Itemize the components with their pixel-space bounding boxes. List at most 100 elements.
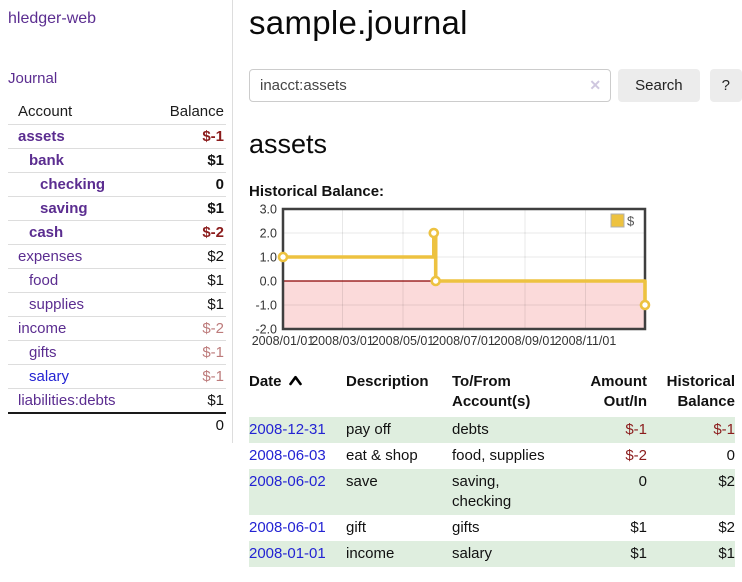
register-accounts: gifts: [452, 519, 480, 536]
nav-journal-link[interactable]: Journal: [8, 70, 58, 87]
account-link[interactable]: income: [18, 320, 67, 337]
account-balance: $2: [143, 244, 226, 269]
svg-text:-2.0: -2.0: [255, 323, 277, 337]
register-date: 2008-01-01: [249, 541, 346, 567]
account-link[interactable]: cash: [29, 224, 64, 241]
account-row: gifts $-1: [8, 340, 226, 365]
register-amount: $-2: [625, 447, 647, 464]
register-amount: 0: [638, 473, 647, 490]
account-balance: $-2: [143, 316, 226, 341]
register-row: 2008-06-02 save saving, checking 0 $2: [249, 469, 735, 515]
account-link[interactable]: saving: [40, 200, 88, 217]
account-link[interactable]: salary: [29, 368, 70, 385]
register-date-link[interactable]: 2008-01-01: [249, 545, 326, 562]
register-accounts: salary: [452, 545, 493, 562]
register-description: income: [346, 545, 395, 562]
account-balance: $1: [143, 196, 226, 221]
accounts-header-balance: Balance: [169, 103, 224, 120]
register-row: 2008-01-01 income salary $1 $1: [249, 541, 735, 567]
clear-search-icon[interactable]: ✕: [589, 77, 602, 93]
app-title-link[interactable]: hledger-web: [8, 10, 97, 27]
account-heading: assets: [249, 129, 328, 159]
svg-text:3.0: 3.0: [260, 203, 277, 217]
account-row: cash $-2: [8, 220, 226, 245]
svg-text:1.0: 1.0: [260, 251, 277, 265]
account-row: saving $1: [8, 196, 226, 221]
account-row: assets $-1: [8, 124, 226, 149]
register-date-link[interactable]: 2008-06-01: [249, 519, 326, 536]
search-button[interactable]: Search: [618, 69, 700, 102]
account-balance: $-1: [143, 124, 226, 149]
svg-text:2008/09/01: 2008/09/01: [494, 334, 557, 348]
register-balance: $2: [718, 519, 735, 536]
account-link[interactable]: bank: [29, 152, 65, 169]
register-accounts: food, supplies: [452, 447, 545, 464]
page-title: sample.journal: [249, 4, 468, 41]
register-date: 2008-06-01: [249, 515, 346, 541]
account-link[interactable]: assets: [18, 128, 65, 145]
accounts-total-row: 0: [8, 412, 226, 437]
register-accounts: saving, checking: [452, 473, 512, 510]
search-row: ✕ Search ?: [249, 69, 742, 102]
register-accounts: debts: [452, 421, 489, 438]
register-date-link[interactable]: 2008-12-31: [249, 421, 326, 438]
register-row: 2008-06-03 eat & shop food, supplies $-2 0: [249, 443, 735, 469]
account-balance: $1: [143, 292, 226, 317]
account-row: income $-2: [8, 316, 226, 341]
sort-ascending-icon: [288, 375, 302, 386]
register-header-amount: Amount Out/In: [590, 373, 647, 410]
svg-text:2008/03/01: 2008/03/01: [311, 334, 374, 348]
register-balance: $2: [718, 473, 735, 490]
register-header-date-label: Date: [249, 373, 282, 390]
register-row: 2008-12-31 pay off debts $-1 $-1: [249, 417, 735, 443]
register-amount: $-1: [625, 421, 647, 438]
search-box: ✕: [249, 69, 612, 102]
register-amount: $1: [630, 519, 647, 536]
account-link[interactable]: expenses: [18, 248, 83, 265]
account-link[interactable]: checking: [40, 176, 106, 193]
register-date: 2008-06-03: [249, 443, 346, 469]
account-balance: 0: [143, 172, 226, 197]
register-balance: $-1: [713, 421, 735, 438]
register-description: eat & shop: [346, 447, 418, 464]
sidebar: hledger-web Journal Account Balance asse…: [0, 0, 233, 443]
accounts-total-value: 0: [143, 412, 226, 437]
register-header-description: Description: [346, 373, 429, 390]
register-balance: 0: [726, 447, 735, 464]
account-row: liabilities:debts $1: [8, 388, 226, 413]
main-content: sample.journal ✕ Search ? assets Histori…: [233, 0, 742, 567]
search-input[interactable]: [249, 69, 612, 102]
account-balance: $-1: [143, 340, 226, 365]
help-button[interactable]: ?: [709, 69, 742, 102]
svg-text:0.0: 0.0: [260, 275, 277, 289]
register-row: 2008-06-01 gift gifts $1 $2: [249, 515, 735, 541]
register-header-accounts: To/From Account(s): [452, 373, 531, 410]
account-link[interactable]: liabilities:debts: [18, 392, 116, 409]
account-row: checking 0: [8, 172, 226, 197]
account-row: supplies $1: [8, 292, 226, 317]
register-description: pay off: [346, 421, 391, 438]
historical-balance-chart: $3.0 2.0 1.0 0.0 -1.0 -2.0 2008/01/01 2008/03/0…: [249, 203, 742, 359]
account-balance: $1: [143, 268, 226, 293]
account-balance: $-1: [143, 364, 226, 389]
svg-text:2.0: 2.0: [260, 227, 277, 241]
chart-title: Historical Balance:: [249, 183, 385, 200]
svg-text:$: $: [627, 214, 635, 229]
account-row: expenses $2: [8, 244, 226, 269]
svg-text:-1.0: -1.0: [255, 299, 277, 313]
svg-text:2008/01/01: 2008/01/01: [252, 334, 315, 348]
register-date: 2008-06-02: [249, 469, 346, 515]
register-header-row: Date Description To/From Account(s) Amou…: [249, 370, 735, 417]
register-header-balance: Historical Balance: [666, 373, 735, 410]
account-row: bank $1: [8, 148, 226, 173]
account-link[interactable]: gifts: [29, 344, 57, 361]
accounts-table: Account Balance assets $-1 bank $1 checking 0…: [8, 101, 226, 437]
sidebar-inner: hledger-web Journal Account Balance asse…: [0, 0, 233, 443]
accounts-total-spacer: [8, 412, 144, 437]
register-date-link[interactable]: 2008-06-03: [249, 447, 326, 464]
account-link[interactable]: supplies: [29, 296, 85, 313]
account-link[interactable]: food: [29, 272, 59, 289]
register-description: save: [346, 473, 378, 490]
svg-text:2008/07/01: 2008/07/01: [432, 334, 495, 348]
register-date-link[interactable]: 2008-06-02: [249, 473, 326, 490]
